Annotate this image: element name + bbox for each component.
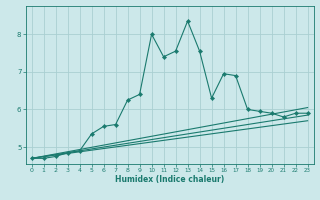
X-axis label: Humidex (Indice chaleur): Humidex (Indice chaleur) — [115, 175, 224, 184]
